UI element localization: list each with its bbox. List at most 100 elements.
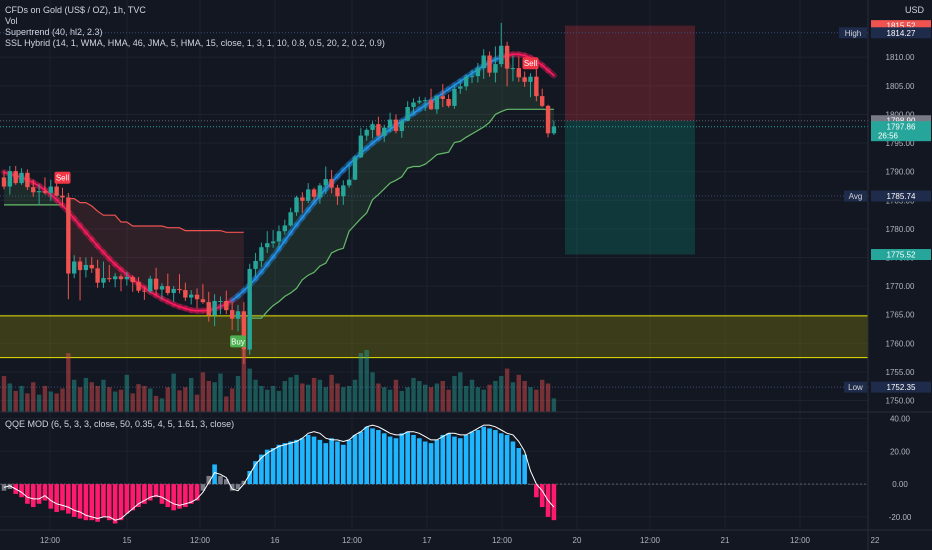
ssl-line: [85, 231, 93, 240]
candle-body: [171, 288, 176, 293]
price-badge: [871, 115, 931, 127]
ssl-line: [149, 291, 157, 297]
candle-body: [101, 278, 106, 283]
candle-body: [399, 120, 404, 132]
candle-body: [528, 76, 533, 82]
volume-bar: [13, 390, 18, 412]
currency-label[interactable]: USD: [904, 5, 924, 15]
candle-body: [417, 100, 422, 103]
candle-body: [276, 231, 282, 242]
candle-body: [247, 268, 252, 350]
candle-body: [229, 310, 235, 319]
price-badges: 1815.521814.27High1798.901797.8626:56178…: [839, 20, 931, 393]
qqe-bar: [458, 438, 463, 485]
candle-body: [522, 77, 527, 82]
volume-bar: [124, 374, 130, 412]
volume-bar: [112, 391, 118, 412]
symbol-legend: CFDs on Gold (US$ / OZ), 1h, TVC Vol Sup…: [5, 5, 385, 49]
qqe-bar: [165, 484, 171, 508]
price-reference-lines: [0, 32, 868, 388]
qqe-tick-label: 40.00: [890, 415, 911, 424]
candle-body: [352, 157, 358, 180]
candle-body: [118, 276, 124, 280]
candle-body: [36, 191, 42, 193]
support-zone: [0, 315, 868, 358]
candle-body: [148, 278, 153, 292]
volume-bar: [463, 385, 469, 412]
candle-body: [458, 86, 463, 89]
ssl-line: [96, 245, 105, 254]
qqe-histogram: [0, 424, 868, 524]
signal-badge: [54, 171, 71, 184]
ssl-line: [301, 209, 310, 219]
ssl-line: [178, 305, 187, 310]
qqe-bar: [118, 484, 124, 521]
qqe-bar: [206, 475, 212, 485]
volume-bar: [36, 394, 42, 412]
volume-bar: [540, 379, 545, 412]
volume-bar: [370, 372, 375, 412]
ssl-line: [547, 69, 555, 77]
volume-bar: [130, 393, 135, 412]
candle-body: [77, 261, 83, 271]
qqe-bar: [376, 430, 381, 485]
candle-body: [387, 119, 393, 128]
ssl-line: [44, 189, 52, 196]
vol-legend: Vol: [5, 16, 18, 26]
volume-bar: [159, 398, 165, 412]
volume-bar: [177, 390, 182, 412]
candle-body: [270, 241, 276, 244]
price-tick-label: 1790.00: [886, 168, 915, 177]
volume-bar: [306, 384, 311, 412]
position-stop-zone: [565, 25, 695, 121]
price-tick-label: 1805.00: [886, 82, 915, 91]
qqe-bar: [36, 484, 42, 504]
volume-bar: [171, 373, 176, 412]
volume-bar: [469, 379, 475, 412]
qqe-bar: [270, 448, 276, 485]
time-tick-label: 20: [573, 536, 582, 545]
qqe-bar: [539, 484, 545, 508]
ssl-line: [418, 104, 427, 111]
qqe-bar: [101, 484, 106, 517]
volume-bar: [311, 377, 317, 412]
candle-body: [142, 290, 147, 292]
ssl-line: [108, 257, 116, 266]
volume-bar: [253, 379, 258, 412]
qqe-bar: [30, 484, 36, 508]
price-badge-label: 1814.27: [887, 29, 916, 38]
candle-body: [159, 286, 165, 290]
candle-body: [382, 127, 387, 136]
qqe-bar: [241, 480, 247, 485]
volume-bar: [504, 368, 510, 412]
qqe-bar: [341, 444, 346, 485]
ssl-line: [161, 297, 169, 303]
ssl-line: [184, 307, 192, 311]
price-badge-label: 1775.52: [887, 251, 916, 260]
qqe-bar: [370, 428, 375, 485]
ssl-line: [231, 295, 239, 302]
candle-body: [1, 177, 7, 187]
candle-body: [66, 197, 71, 274]
candle-body: [48, 186, 53, 193]
volume-bar: [423, 384, 428, 412]
volume-bar: [270, 385, 276, 412]
price-badge: [871, 249, 931, 261]
volume-bar: [95, 385, 100, 412]
qqe-bar: [399, 433, 405, 485]
qqe-bar: [229, 484, 235, 491]
qqe-bar: [19, 484, 24, 498]
candle-body: [259, 247, 264, 261]
ssl-line: [283, 232, 292, 242]
candle-body: [329, 179, 334, 188]
supertrend-line: [68, 198, 244, 233]
ssl-line: [412, 108, 421, 115]
qqe-tick-label: 20.00: [890, 447, 911, 456]
volume-bar: [475, 387, 481, 412]
qqe-bar: [153, 484, 159, 498]
candle-body: [83, 264, 89, 271]
qqe-bar: [300, 438, 305, 485]
volume-bar: [551, 398, 557, 412]
